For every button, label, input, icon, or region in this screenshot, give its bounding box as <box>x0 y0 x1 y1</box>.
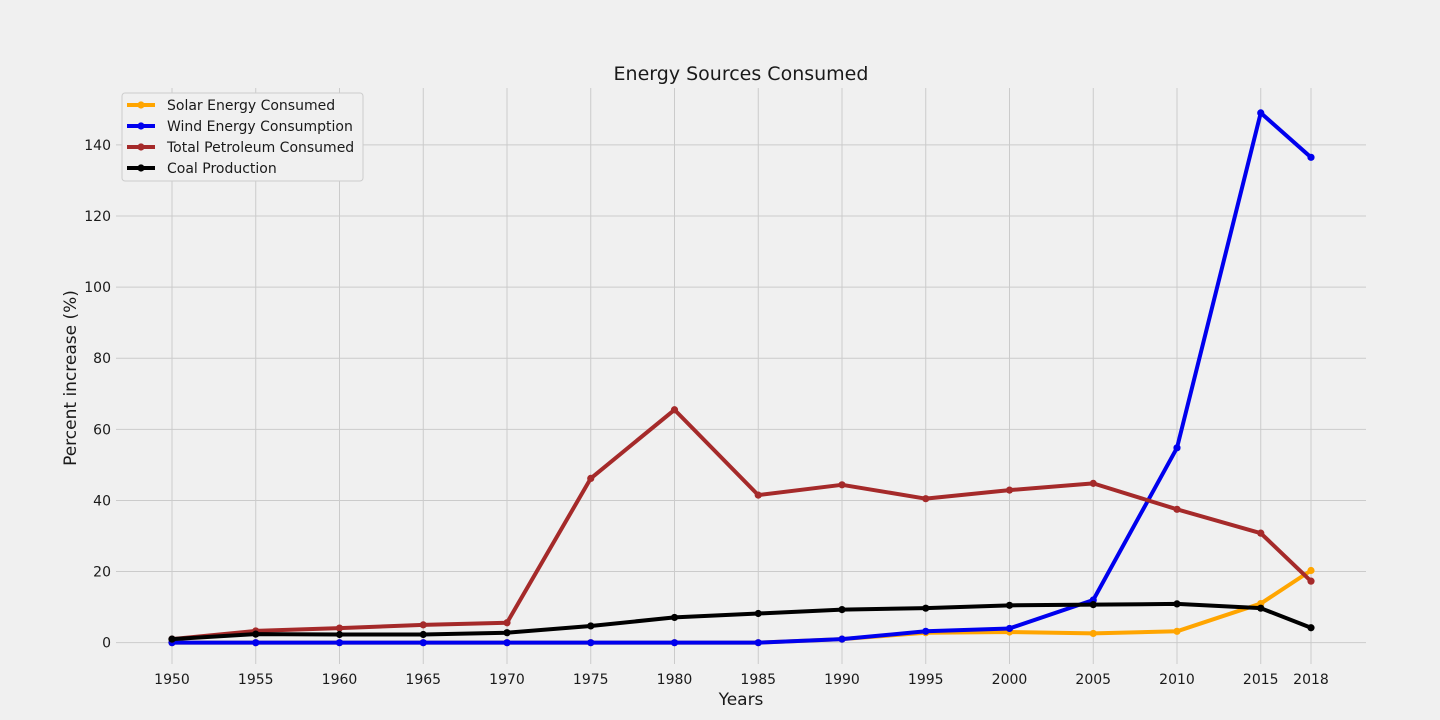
data-point <box>503 639 511 647</box>
series-line <box>170 110 1313 645</box>
data-point <box>1173 444 1181 452</box>
legend-label: Wind Energy Consumption <box>167 119 353 135</box>
x-tick-label: 1985 <box>740 672 776 688</box>
data-point <box>503 629 511 637</box>
legend-label: Solar Energy Consumed <box>167 98 335 114</box>
x-tick-label: 1990 <box>824 672 860 688</box>
x-tick-label: 1995 <box>908 672 944 688</box>
x-tick-label: 2005 <box>1075 672 1111 688</box>
data-point <box>922 627 930 635</box>
data-point <box>838 481 846 489</box>
x-tick-label: 2015 <box>1243 672 1279 688</box>
data-point <box>1257 604 1265 612</box>
data-point <box>754 639 762 647</box>
data-point <box>1307 577 1315 585</box>
data-point <box>335 624 344 632</box>
data-point <box>587 622 595 630</box>
y-tick-label: 100 <box>84 280 111 296</box>
data-point <box>587 639 595 647</box>
legend-label: Coal Production <box>167 161 277 177</box>
data-point <box>1005 601 1014 609</box>
y-tick-label: 60 <box>93 422 111 438</box>
data-point <box>1257 529 1265 537</box>
x-tick-label: 1950 <box>154 672 190 688</box>
y-tick-label: 40 <box>93 493 111 509</box>
legend-marker <box>137 101 145 109</box>
data-point <box>168 635 176 643</box>
data-point <box>1307 153 1315 161</box>
data-point <box>1005 624 1014 633</box>
x-tick-label: 1975 <box>573 672 609 688</box>
data-point <box>670 613 679 622</box>
data-point <box>1173 600 1181 608</box>
y-axis-label: Percent increase (%) <box>61 290 81 466</box>
series-3 <box>168 600 1315 643</box>
data-point <box>252 630 260 638</box>
legend-marker <box>137 164 145 172</box>
data-point <box>754 609 762 618</box>
x-tick-label: 1970 <box>489 672 525 688</box>
y-tick-label: 0 <box>102 636 111 652</box>
data-point <box>670 406 679 414</box>
y-tick-label: 80 <box>93 351 111 367</box>
y-tick-label: 20 <box>93 565 111 581</box>
data-point <box>1307 566 1315 575</box>
data-point <box>670 639 679 647</box>
data-point <box>838 606 846 614</box>
data-point <box>335 630 344 639</box>
legend-marker <box>137 122 145 130</box>
x-tick-label: 2018 <box>1293 672 1329 688</box>
data-point <box>922 495 930 503</box>
x-tick-label: 1980 <box>657 672 693 688</box>
series-1 <box>168 109 1315 647</box>
data-point <box>503 619 511 627</box>
data-point <box>838 635 846 643</box>
data-point <box>1173 505 1181 513</box>
data-point <box>252 639 260 647</box>
x-tick-label: 1965 <box>405 672 441 688</box>
data-point <box>1307 624 1315 632</box>
series-line <box>170 568 1313 645</box>
data-point <box>754 491 762 499</box>
data-point <box>419 621 427 629</box>
data-point <box>1089 479 1097 487</box>
data-point <box>922 604 930 612</box>
data-point <box>419 630 427 639</box>
data-point <box>1089 629 1097 638</box>
data-point <box>1173 627 1181 635</box>
x-tick-label: 2000 <box>992 672 1028 688</box>
legend-marker <box>137 143 145 151</box>
data-point <box>587 474 595 482</box>
y-axis-ticks: 0 20 40 60 80 100 120 140 <box>84 138 111 652</box>
data-point <box>419 639 427 647</box>
data-point <box>1089 601 1097 609</box>
legend: Solar Energy Consumed Wind Energy Consump… <box>121 92 364 182</box>
data-point <box>1005 486 1014 494</box>
x-axis-label: Years <box>718 690 764 710</box>
series-2 <box>168 406 1315 643</box>
y-tick-label: 140 <box>84 138 111 154</box>
y-tick-label: 120 <box>84 209 111 225</box>
x-tick-label: 1955 <box>238 672 274 688</box>
series-layer <box>168 109 1315 647</box>
x-tick-label: 2010 <box>1159 672 1195 688</box>
data-point <box>335 639 344 647</box>
legend-label: Total Petroleum Consumed <box>166 140 354 156</box>
chart-title: Energy Sources Consumed <box>614 63 869 85</box>
legend-box <box>121 92 364 182</box>
x-axis-ticks: 1950 1955 1960 1965 1970 1975 1980 1985 1990 1995… <box>154 672 1329 688</box>
grid <box>116 88 1366 664</box>
x-tick-label: 1960 <box>322 672 358 688</box>
data-point <box>1257 109 1265 117</box>
